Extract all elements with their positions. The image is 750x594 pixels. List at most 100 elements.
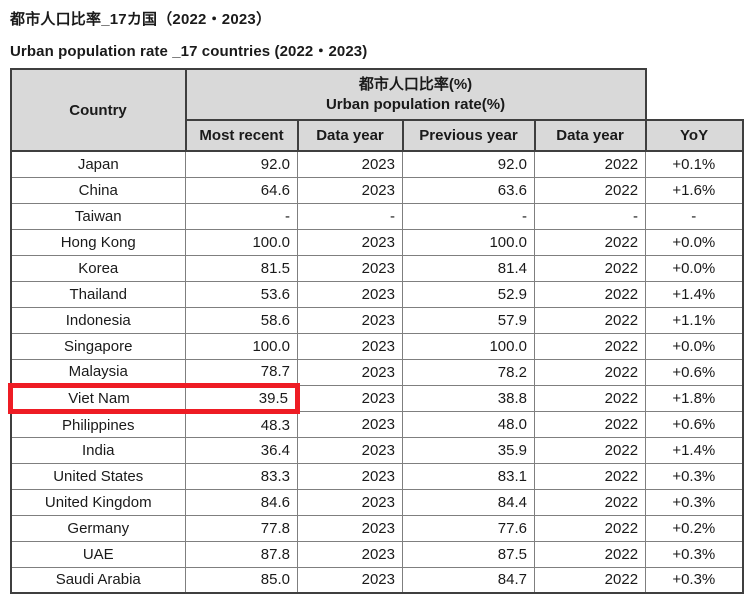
cell-previous-year: 63.6	[402, 176, 535, 204]
column-header-yoy: YoY	[644, 119, 744, 152]
cell-yoy: +1.4%	[645, 436, 744, 464]
cell-most-recent: 100.0	[185, 332, 298, 360]
cell-previous-year: 100.0	[402, 228, 535, 256]
cell-data-year: 2023	[297, 228, 403, 256]
cell-country: Japan	[9, 150, 186, 178]
group-header-japanese: 都市人口比率(%)	[358, 76, 473, 93]
cell-previous-year: 87.5	[402, 540, 535, 568]
cell-data-year: 2023	[297, 280, 403, 308]
cell-most-recent: 78.7	[185, 358, 298, 386]
cell-data-year: 2023	[297, 358, 403, 386]
cell-country: Hong Kong	[9, 228, 186, 256]
cell-country: Indonesia	[9, 306, 186, 334]
cell-yoy: +0.3%	[645, 488, 744, 516]
cell-most-recent: 92.0	[185, 150, 298, 178]
cell-yoy: +0.6%	[645, 358, 744, 386]
cell-prev-data-year: 2022	[533, 436, 647, 464]
cell-prev-data-year: 2022	[533, 228, 647, 256]
cell-data-year: 2023	[297, 176, 403, 204]
table-row: Germany 77.8 2023 77.6 2022 +0.2%	[9, 514, 744, 542]
cell-prev-data-year: 2022	[533, 488, 647, 516]
cell-data-year: 2023	[297, 462, 403, 490]
cell-prev-data-year: 2022	[533, 306, 647, 334]
cell-yoy: +1.8%	[645, 384, 744, 412]
cell-prev-data-year: 2022	[533, 358, 647, 386]
cell-previous-year: 52.9	[402, 280, 535, 308]
table-row: Philippines 48.3 2023 48.0 2022 +0.6%	[9, 410, 744, 438]
cell-previous-year: 77.6	[402, 514, 535, 542]
table-row: China 64.6 2023 63.6 2022 +1.6%	[9, 176, 744, 204]
table-row: Singapore 100.0 2023 100.0 2022 +0.0%	[9, 332, 744, 360]
cell-most-recent: -	[185, 202, 298, 230]
cell-most-recent: 53.6	[185, 280, 298, 308]
cell-country: Korea	[9, 254, 186, 282]
cell-previous-year: 84.4	[402, 488, 535, 516]
cell-yoy: -	[645, 202, 744, 230]
cell-country: UAE	[9, 540, 186, 568]
cell-data-year: 2023	[297, 540, 403, 568]
cell-country: Singapore	[9, 332, 186, 360]
cell-yoy: +0.0%	[645, 254, 744, 282]
cell-data-year: 2023	[297, 254, 403, 282]
cell-yoy: +0.1%	[645, 150, 744, 178]
cell-prev-data-year: 2022	[533, 566, 647, 594]
cell-prev-data-year: 2022	[533, 150, 647, 178]
cell-prev-data-year: 2022	[533, 254, 647, 282]
column-header-most-recent: Most recent	[184, 119, 299, 152]
table-header: Country 都市人口比率(%) Urban population rate(…	[9, 68, 744, 152]
cell-yoy: +1.6%	[645, 176, 744, 204]
cell-previous-year: 100.0	[402, 332, 535, 360]
cell-yoy: +1.1%	[645, 306, 744, 334]
cell-country: Philippines	[9, 410, 186, 438]
cell-previous-year: -	[402, 202, 535, 230]
cell-previous-year: 78.2	[402, 358, 535, 386]
cell-prev-data-year: 2022	[533, 462, 647, 490]
table-row: Malaysia 78.7 2023 78.2 2022 +0.6%	[9, 358, 744, 386]
table-row-highlighted: Viet Nam 39.5 2023 38.8 2022 +1.8%	[8, 382, 744, 414]
table-row: UAE 87.8 2023 87.5 2022 +0.3%	[9, 540, 744, 568]
cell-country: Taiwan	[9, 202, 186, 230]
column-header-previous-year: Previous year	[401, 119, 536, 152]
cell-country: Viet Nam	[8, 382, 186, 414]
empty-corner-cell	[645, 69, 743, 120]
cell-country: Germany	[9, 514, 186, 542]
cell-country: United States	[9, 462, 186, 490]
cell-most-recent: 77.8	[185, 514, 298, 542]
table-row: Saudi Arabia 85.0 2023 84.7 2022 +0.3%	[9, 566, 744, 594]
table-row: India 36.4 2023 35.9 2022 +1.4%	[9, 436, 744, 464]
cell-previous-year: 57.9	[402, 306, 535, 334]
title-english: Urban population rate _17 countries (202…	[10, 43, 368, 60]
cell-data-year: 2023	[297, 436, 403, 464]
cell-prev-data-year: 2022	[533, 410, 647, 438]
table-row: Japan 92.0 2023 92.0 2022 +0.1%	[9, 150, 744, 178]
table-row: Indonesia 58.6 2023 57.9 2022 +1.1%	[9, 306, 744, 334]
cell-prev-data-year: 2022	[533, 280, 647, 308]
table-row: United States 83.3 2023 83.1 2022 +0.3%	[9, 462, 744, 490]
cell-most-recent: 100.0	[185, 228, 298, 256]
cell-yoy: +0.0%	[645, 228, 744, 256]
table-body: Japan 92.0 2023 92.0 2022 +0.1% China 64.6 2023 6…	[8, 150, 744, 594]
cell-prev-data-year: 2022	[533, 540, 647, 568]
group-header-row: Country 都市人口比率(%) Urban population rate(…	[9, 68, 743, 152]
table-row: Korea 81.5 2023 81.4 2022 +0.0%	[9, 254, 744, 282]
cell-data-year: 2023	[297, 566, 403, 594]
cell-country: Thailand	[9, 280, 186, 308]
cell-most-recent: 39.5	[185, 382, 300, 414]
title-japanese: 都市人口比率_17カ国（2022・2023）	[10, 11, 272, 28]
table-row: Thailand 53.6 2023 52.9 2022 +1.4%	[9, 280, 744, 308]
cell-yoy: +0.6%	[645, 410, 744, 438]
cell-country: Malaysia	[9, 358, 186, 386]
cell-country: China	[9, 176, 186, 204]
cell-yoy: +1.4%	[645, 280, 744, 308]
cell-yoy: +0.3%	[645, 540, 744, 568]
cell-prev-data-year: 2022	[533, 514, 647, 542]
cell-previous-year: 84.7	[402, 566, 535, 594]
group-header-english: Urban population rate(%)	[325, 96, 506, 113]
cell-most-recent: 85.0	[185, 566, 298, 594]
cell-previous-year: 83.1	[402, 462, 535, 490]
cell-previous-year: 38.8	[402, 384, 535, 412]
column-header-country: Country	[9, 68, 187, 152]
cell-previous-year: 92.0	[402, 150, 535, 178]
cell-prev-data-year: 2022	[533, 332, 647, 360]
